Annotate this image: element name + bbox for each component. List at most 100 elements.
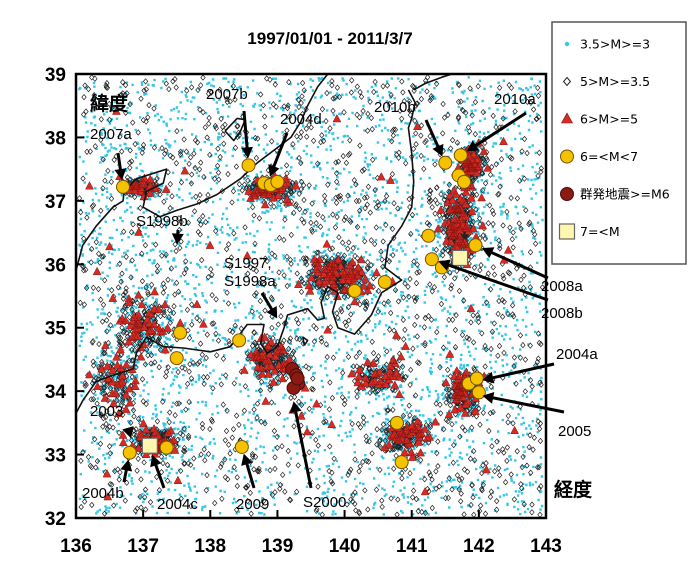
annotation-arrow-head [289,401,302,414]
x-tick-label: 143 [530,536,562,557]
legend-label: 7=<M [580,224,620,239]
m6-event-circle [424,252,439,267]
legend-label: 6=<M<7 [580,149,638,164]
y-axis-label: 緯度 [90,92,129,115]
x-tick-label: 136 [60,536,92,557]
legend-marker-circle [560,187,574,201]
event-label: 2004b [82,485,124,502]
annotation-arrow-head [482,371,495,384]
m6-event-circle [468,238,483,253]
y-tick-label: 37 [45,192,66,213]
m6-event-circle [234,439,249,454]
event-label: 2003 [90,403,123,420]
x-tick-label: 139 [262,536,294,557]
event-label: 2007a [90,126,132,143]
coastline-segment [224,117,246,142]
m6-event-circle [241,158,256,173]
annotation-arrow-head [481,247,495,259]
legend-label: 群発地震>=M6 [580,187,670,202]
coastline-segment [76,74,329,271]
m6-event-circle [469,371,484,386]
event-label: S2000 [303,494,346,511]
x-tick-label: 138 [194,536,226,557]
annotation-arrow-head [150,454,162,468]
annotation-arrow-shaft [486,249,549,280]
legend-marker-circle [560,149,574,164]
x-tick-label: 137 [127,536,159,557]
legend: 3.5>M>=3 5>M>=3.5 6>M>=5 6=<M<7 群発地震>=M6 7=<M [551,21,687,265]
m6-event-circle [389,415,404,430]
y-tick-label: 33 [45,446,66,467]
event-label: 2010b [374,99,416,116]
plot-frame [74,72,548,520]
annotation-arrow-shaft [424,119,442,152]
y-tick-label: 36 [45,255,66,276]
annotation-arrow-shaft [293,406,313,489]
y-tick-label: 35 [45,319,67,340]
m6-event-circle [270,174,285,189]
annotation-arrow-shaft [487,395,565,414]
x-tick-label: 140 [329,536,361,557]
annotation-arrow-head [432,143,444,157]
event-label: S1997, S1998a [224,255,276,290]
y-tick-label: 34 [45,382,67,403]
y-tick-label: 39 [45,65,66,86]
annotation-arrow-shaft [487,362,555,381]
legend-marker-triangle [560,112,574,124]
event-label: 2009 [236,496,269,513]
chart-title: 1997/01/01 - 2011/3/7 [247,29,412,48]
y-tick-label: 32 [45,509,66,530]
event-label: 2004a [556,346,598,363]
m6-event-circle [394,455,409,470]
minor-quake-dots [78,76,544,516]
annotation-arrow-shaft [470,111,527,150]
m6-event-circle [421,228,436,243]
annotation-arrow-head [114,168,127,180]
m6-event-circle [159,440,174,455]
annotation-arrow-head [171,233,184,245]
x-tick-label: 141 [396,536,428,557]
annotation-arrow-shaft [242,110,249,153]
m6-event-circle [438,155,453,170]
legend-marker-diamond [562,76,572,87]
y-tick-label: 38 [45,128,66,149]
annotation-arrow-shaft [443,262,549,302]
legend-label: 6>M>=5 [580,112,638,127]
m6-event-circle [453,148,468,163]
event-label: 2005 [558,423,591,440]
event-label: 2010a [494,91,536,108]
annotation-arrow-head [482,392,495,404]
annotation-arrow-shaft [270,132,289,172]
annotation-arrow-head [241,146,253,159]
swarm-event-circle [290,371,305,386]
event-label: 2008a [541,278,583,295]
legend-marker-square [558,223,576,240]
event-label: 2008b [541,305,583,322]
m6-event-circle [471,385,486,400]
m6-event-circle [457,174,472,189]
annotation-labels: 2007a 2007b 2004d 2010b 2010a S1998b S1997, S19… [82,86,598,513]
legend-label: 5>M>=3.5 [580,74,650,89]
annotation-arrow-head [466,140,480,152]
large-events [116,148,486,470]
annotation-arrow-head [438,259,451,271]
annotation-arrows [114,110,565,489]
event-label: 2004c [157,496,198,513]
m6-event-circle [122,445,137,460]
event-label: 2004d [280,111,322,128]
coastline [76,74,453,414]
annotation-arrow-head [268,164,280,177]
coastline-segment [413,74,453,91]
coastline-segment [302,336,309,346]
m6-event-circle [169,351,184,366]
m6-event-circle [347,283,362,298]
x-tick-label: 142 [463,536,495,557]
event-label: S1998b [136,213,188,230]
m6-event-circle [377,275,392,290]
m6-event-circle [116,179,130,194]
legend-marker-dot [564,41,570,47]
m7-event-square [451,249,469,267]
x-axis-label: 経度 [554,478,593,501]
legend-label: 3.5>M>=3 [580,37,650,52]
